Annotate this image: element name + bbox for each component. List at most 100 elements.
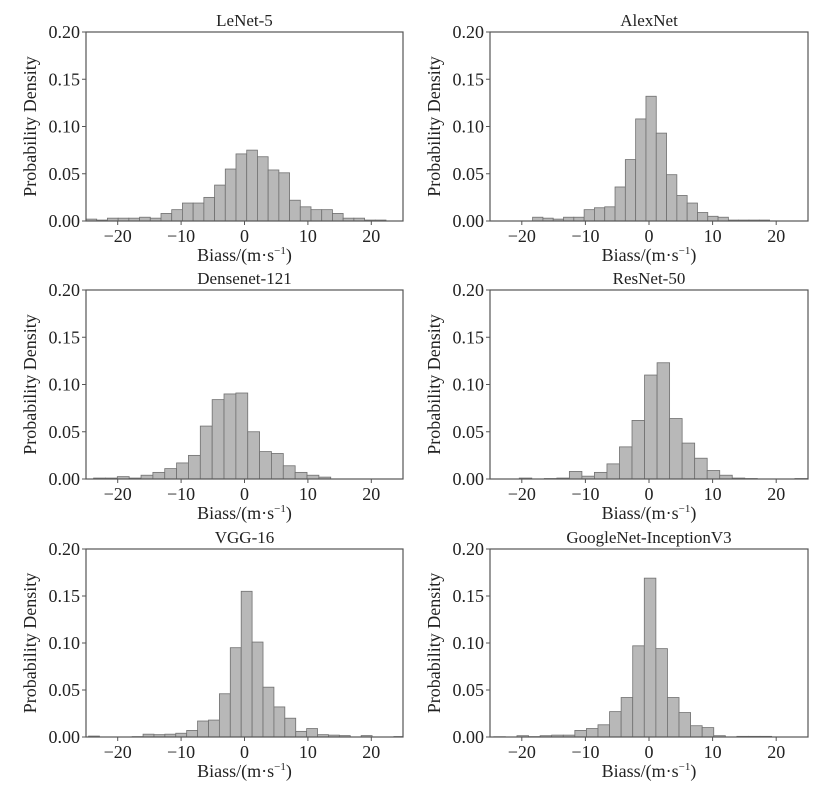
histogram-bar [282, 465, 296, 480]
y-tick-label: 0.20 [49, 22, 81, 42]
x-axis-label-close: ) [690, 245, 696, 266]
x-axis-label: Biass/(m·s−1) [197, 761, 292, 782]
histogram-bar [669, 418, 683, 480]
y-axis-label: Probability Density [20, 314, 40, 455]
x-tick-label: 10 [299, 742, 317, 762]
histogram-bar [199, 425, 213, 480]
x-tick-label: 0 [240, 226, 249, 246]
histogram-bar [697, 212, 709, 222]
y-tick-label: 0.15 [453, 327, 485, 347]
x-tick-label: 10 [704, 742, 722, 762]
histogram-bar [171, 209, 183, 222]
x-axis-label-close: ) [690, 503, 696, 524]
histogram-bar [676, 195, 688, 222]
y-tick-label: 0.20 [453, 280, 485, 300]
histogram-bar [160, 213, 173, 222]
x-tick-label: −10 [571, 742, 599, 762]
x-axis-label-exponent: −1 [679, 761, 691, 773]
histogram-panel: −20 −10 0 10 20 0.00 0.05 0.10 0.15 0.20 VGG-16 Pro… [20, 528, 404, 782]
x-axis-label-base: Biass/(m·s [602, 503, 679, 524]
x-axis-label-base: Biass/(m·s [197, 245, 274, 266]
histogram-bar [182, 202, 194, 222]
x-axis-label-close: ) [690, 761, 696, 782]
y-tick-label: 0.00 [49, 469, 81, 489]
histogram-bar [235, 153, 248, 222]
histogram-bar [655, 648, 668, 738]
histogram-bar [203, 196, 215, 222]
y-tick-label: 0.00 [49, 727, 81, 747]
histogram-bar [620, 697, 634, 738]
x-tick-label: −20 [508, 226, 536, 246]
histogram-bar [208, 719, 220, 738]
x-tick-label: 10 [299, 484, 317, 504]
histogram-bar [257, 156, 269, 222]
histogram-bar [614, 186, 626, 222]
histogram-bar [606, 463, 620, 480]
histogram-bar [278, 172, 290, 222]
y-axis-label: Probability Density [424, 314, 444, 455]
histogram-bar [655, 132, 667, 222]
histogram-bar [631, 420, 645, 480]
x-axis-label-exponent: −1 [274, 503, 286, 515]
x-axis-label-exponent: −1 [679, 503, 691, 515]
histogram-bar [188, 454, 201, 480]
x-axis-label-base: Biass/(m·s [197, 761, 274, 782]
histogram-bar [240, 590, 253, 738]
x-tick-label: 0 [240, 484, 249, 504]
y-tick-label: 0.10 [49, 375, 81, 395]
y-axis-label: Probability Density [20, 573, 40, 714]
histogram-bar [299, 206, 312, 222]
histogram-bar [586, 728, 599, 738]
histogram-bar [656, 362, 671, 480]
histogram-bar [294, 471, 308, 480]
histogram-bar [574, 730, 587, 738]
x-tick-label: −10 [167, 742, 195, 762]
y-tick-label: 0.20 [49, 280, 81, 300]
histogram-bar [262, 686, 275, 738]
histogram-bar [251, 641, 264, 738]
histogram-bar [686, 202, 698, 222]
histogram-bar [645, 95, 657, 222]
y-tick-label: 0.10 [49, 117, 81, 137]
y-tick-label: 0.15 [49, 586, 81, 606]
x-axis-label: Biass/(m·s−1) [197, 503, 292, 524]
histogram-bar [267, 169, 280, 222]
x-tick-label: −10 [167, 484, 195, 504]
histogram-bar [694, 457, 708, 480]
histogram-bar [332, 213, 344, 222]
y-tick-label: 0.15 [49, 327, 81, 347]
x-tick-label: 20 [362, 226, 380, 246]
x-tick-label: −10 [167, 226, 195, 246]
histogram-bar [247, 431, 260, 480]
histogram-bar [229, 647, 242, 738]
y-axis-label: Probability Density [424, 573, 444, 714]
x-axis-label-exponent: −1 [679, 245, 691, 257]
x-axis-label: Biass/(m·s−1) [602, 245, 697, 266]
x-tick-label: −20 [104, 742, 132, 762]
x-axis-label-base: Biass/(m·s [602, 245, 679, 266]
histogram-bar [635, 118, 647, 222]
histogram-bar [594, 207, 606, 222]
histogram-bar [218, 693, 231, 738]
histogram-bar [644, 374, 658, 480]
y-tick-label: 0.15 [453, 69, 485, 89]
y-tick-label: 0.10 [453, 375, 485, 395]
histogram-bar [701, 727, 715, 738]
x-tick-label: −20 [508, 742, 536, 762]
histogram-bar [186, 730, 198, 738]
y-tick-label: 0.00 [453, 727, 485, 747]
histogram-bar [568, 471, 583, 480]
panel-title: ResNet-50 [613, 269, 686, 288]
panel-title: LeNet-5 [216, 11, 273, 30]
x-axis-label-base: Biass/(m·s [602, 761, 679, 782]
histogram-bar [289, 199, 301, 222]
histogram-panel: −20 −10 0 10 20 0.00 0.05 0.10 0.15 0.20 GoogleNet… [424, 528, 809, 782]
x-axis-label-exponent: −1 [274, 245, 286, 257]
y-tick-label: 0.05 [453, 680, 485, 700]
x-tick-label: 0 [240, 742, 249, 762]
y-tick-label: 0.20 [453, 22, 485, 42]
x-tick-label: −10 [571, 226, 599, 246]
y-tick-label: 0.00 [453, 211, 485, 231]
y-tick-label: 0.20 [453, 539, 485, 559]
